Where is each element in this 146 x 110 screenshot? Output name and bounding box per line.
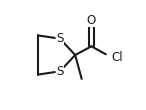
Text: S: S (56, 65, 64, 78)
Text: O: O (87, 14, 96, 27)
Text: S: S (56, 32, 64, 45)
Text: Cl: Cl (112, 51, 123, 64)
